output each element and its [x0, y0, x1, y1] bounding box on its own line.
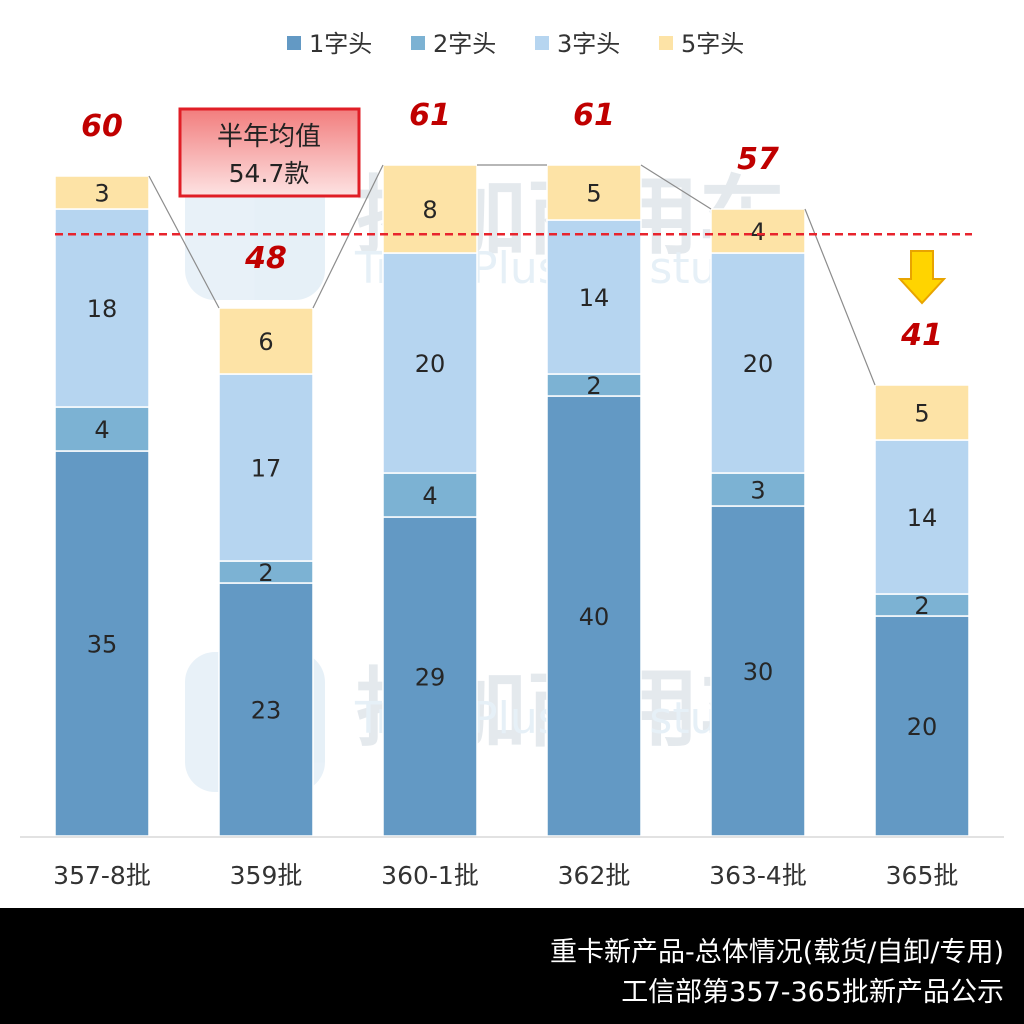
- legend-label: 5字头: [681, 30, 744, 58]
- segment-value-label: 14: [579, 284, 610, 312]
- x-tick-label: 365批: [886, 861, 959, 890]
- total-value-label: 41: [900, 318, 943, 353]
- bar-segment: [546, 395, 642, 837]
- bar-segment: [382, 252, 478, 474]
- segment-value-label: 2: [586, 372, 601, 400]
- x-axis-labels: 357-8批 359批 360-1批 362批 363-4批 365批: [53, 861, 958, 890]
- connector-line: [148, 175, 220, 309]
- total-value-label: 48: [244, 241, 287, 276]
- segment-value-label: 4: [750, 218, 765, 246]
- legend-swatch: [659, 36, 673, 50]
- connector-line: [312, 164, 384, 309]
- segment-value-label: 4: [94, 416, 109, 444]
- total-value-label: 61: [573, 98, 615, 133]
- connector-line: [804, 208, 876, 386]
- segment-value-label: 20: [907, 713, 938, 741]
- x-tick-label: 357-8批: [53, 861, 151, 890]
- x-tick-label: 362批: [558, 861, 631, 890]
- segment-value-label: 6: [258, 328, 273, 356]
- bar-segment: [382, 472, 478, 518]
- legend-label: 3字头: [557, 30, 620, 58]
- bar-segment: [218, 582, 314, 837]
- average-label: 半年均值: [217, 122, 321, 152]
- bar-segment: [874, 384, 970, 441]
- bar-segment: [874, 615, 970, 837]
- average-box: [178, 107, 361, 198]
- bar-segment: [710, 472, 806, 507]
- segment-value-label: 8: [422, 196, 437, 224]
- total-connector-lines: [148, 164, 876, 386]
- bar-segment: [546, 219, 642, 375]
- bar-segment: [710, 252, 806, 474]
- segment-value-label: 2: [914, 592, 929, 620]
- legend-swatch: [411, 36, 425, 50]
- footer-subtitle: 工信部第357-365批新产品公示: [621, 977, 1004, 1008]
- segment-value-label: 20: [743, 350, 774, 378]
- bar-segment: [710, 208, 806, 254]
- segment-value-label: 20: [415, 350, 446, 378]
- legend-label: 1字头: [309, 30, 372, 58]
- legend-swatch: [287, 36, 301, 50]
- bar-segment: [874, 439, 970, 595]
- x-tick-label: 359批: [230, 861, 303, 890]
- total-value-label: 57: [737, 142, 779, 177]
- segment-value-label: 17: [251, 455, 282, 483]
- segment-value-label: 23: [251, 697, 282, 725]
- segment-value-label: 29: [415, 664, 446, 692]
- segment-value-label: 30: [743, 658, 774, 686]
- segment-value-label: 4: [422, 482, 437, 510]
- footer-caption: 重卡新产品-总体情况(载货/自卸/专用) 工信部第357-365批新产品公示: [0, 908, 1024, 1024]
- segment-value-label: 40: [579, 603, 610, 631]
- segment-value-label: 5: [914, 400, 929, 428]
- segment-value-label: 35: [87, 631, 118, 659]
- bar-segment: [218, 373, 314, 562]
- bar-segment: [54, 450, 150, 837]
- down-arrow-icon: [897, 250, 947, 305]
- bar-segment: [218, 307, 314, 375]
- bar-segment: [546, 164, 642, 221]
- legend-swatch: [535, 36, 549, 50]
- total-value-label: 61: [409, 98, 451, 133]
- footer-title: 重卡新产品-总体情况(载货/自卸/专用): [549, 937, 1004, 968]
- segment-value-label: 2: [258, 559, 273, 587]
- average-annotation: 半年均值 54.7款: [178, 107, 361, 198]
- segment-value-label: 3: [750, 477, 765, 505]
- legend-label: 2字头: [433, 30, 496, 58]
- bar-segment: [54, 175, 150, 210]
- segment-value-label: 5: [586, 180, 601, 208]
- bar-segment: [382, 164, 478, 254]
- total-value-label: 60: [81, 109, 123, 144]
- segment-value-label: 3: [94, 180, 109, 208]
- bars: 35 4 18 3 23 2 17 6 29 4 20 8 40 2 14 5 30 3 20 4 20 2 14 5: [54, 164, 970, 837]
- x-tick-label: 363-4批: [709, 861, 807, 890]
- connector-line: [640, 164, 712, 210]
- segment-value-label: 14: [907, 504, 938, 532]
- x-tick-label: 360-1批: [381, 861, 479, 890]
- legend: 1字头 2字头 3字头 5字头: [287, 30, 744, 58]
- average-value-label: 54.7款: [229, 159, 310, 188]
- bar-segment: [54, 208, 150, 408]
- bar-segment: [54, 406, 150, 452]
- segment-value-label: 18: [87, 295, 118, 323]
